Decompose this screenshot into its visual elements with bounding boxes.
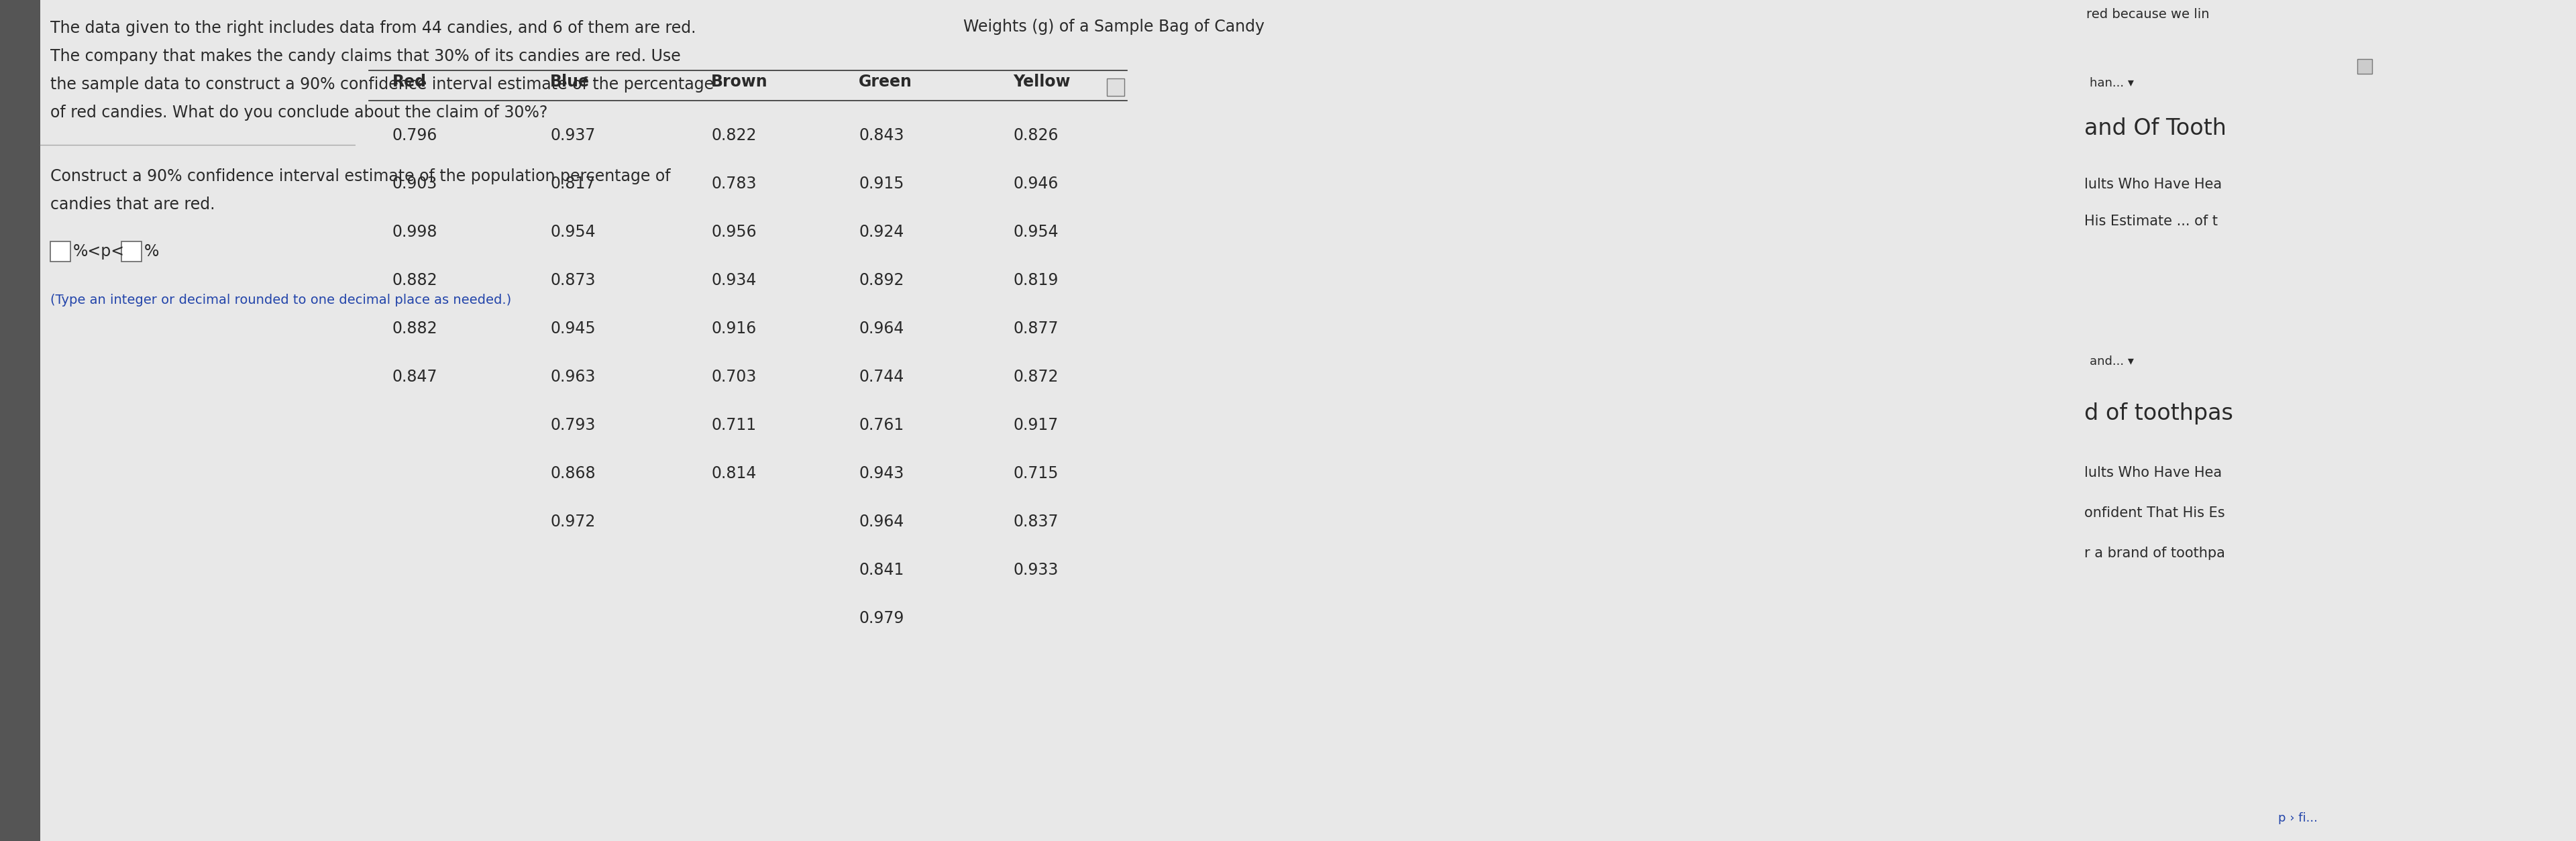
Text: lults Who Have Hea: lults Who Have Hea <box>2084 177 2223 191</box>
Text: 0.954: 0.954 <box>551 224 595 240</box>
Text: 0.817: 0.817 <box>551 176 595 192</box>
Text: Yellow: Yellow <box>1012 74 1069 90</box>
Text: 0.964: 0.964 <box>858 514 904 530</box>
Bar <box>2357 59 2372 74</box>
Text: 0.954: 0.954 <box>1012 224 1059 240</box>
Text: 0.814: 0.814 <box>711 465 757 482</box>
Text: %<p<: %<p< <box>72 243 124 260</box>
Text: 0.711: 0.711 <box>711 417 757 433</box>
Text: 0.826: 0.826 <box>1012 128 1059 144</box>
Text: The company that makes the candy claims that 30% of its candies are red. Use: The company that makes the candy claims … <box>52 48 680 65</box>
Text: 0.979: 0.979 <box>858 611 904 627</box>
Text: 0.945: 0.945 <box>551 320 595 336</box>
Text: 0.903: 0.903 <box>392 176 438 192</box>
Bar <box>52 241 70 262</box>
Text: and Of Tooth: and Of Tooth <box>2084 118 2226 140</box>
Text: Green: Green <box>858 74 912 90</box>
Text: 0.703: 0.703 <box>711 369 757 385</box>
Text: Weights (g) of a Sample Bag of Candy: Weights (g) of a Sample Bag of Candy <box>963 19 1265 34</box>
Text: 0.868: 0.868 <box>551 465 595 482</box>
Text: 0.972: 0.972 <box>551 514 595 530</box>
Text: The data given to the right includes data from 44 candies, and 6 of them are red: The data given to the right includes dat… <box>52 20 696 36</box>
Text: (Type an integer or decimal rounded to one decimal place as needed.): (Type an integer or decimal rounded to o… <box>52 294 513 306</box>
Text: %: % <box>144 243 160 260</box>
Text: 0.877: 0.877 <box>1012 320 1059 336</box>
Text: lults Who Have Hea: lults Who Have Hea <box>2084 466 2223 479</box>
Text: 0.822: 0.822 <box>711 128 757 144</box>
Text: 0.882: 0.882 <box>392 320 438 336</box>
Text: 0.937: 0.937 <box>551 128 595 144</box>
Bar <box>0 0 41 841</box>
Text: onfident That His Es: onfident That His Es <box>2084 506 2226 520</box>
Text: 0.715: 0.715 <box>1012 465 1059 482</box>
Text: d of toothpas: d of toothpas <box>2084 402 2233 425</box>
Text: 0.761: 0.761 <box>858 417 904 433</box>
Text: 0.934: 0.934 <box>711 272 757 288</box>
Text: 0.964: 0.964 <box>858 320 904 336</box>
Text: 0.933: 0.933 <box>1012 562 1059 578</box>
Text: p › fi...: p › fi... <box>2277 812 2318 824</box>
Text: His Estimate ... of t: His Estimate ... of t <box>2084 214 2218 228</box>
Text: 0.843: 0.843 <box>858 128 904 144</box>
Text: candies that are red.: candies that are red. <box>52 197 214 213</box>
Text: 0.841: 0.841 <box>858 562 904 578</box>
Text: Brown: Brown <box>711 74 768 90</box>
Text: 0.873: 0.873 <box>551 272 595 288</box>
Text: 0.872: 0.872 <box>1012 369 1059 385</box>
Text: 0.917: 0.917 <box>1012 417 1059 433</box>
Bar <box>1108 78 1123 96</box>
Text: Blue: Blue <box>551 74 590 90</box>
Text: 0.793: 0.793 <box>551 417 595 433</box>
Text: Red: Red <box>392 74 428 90</box>
Text: of red candies. What do you conclude about the claim of 30%?: of red candies. What do you conclude abo… <box>52 104 549 121</box>
Text: 0.882: 0.882 <box>392 272 438 288</box>
Text: 0.915: 0.915 <box>858 176 904 192</box>
Text: red because we lin: red because we lin <box>2087 8 2210 21</box>
Text: 0.916: 0.916 <box>711 320 757 336</box>
Text: the sample data to construct a 90% confidence interval estimate of the percentag: the sample data to construct a 90% confi… <box>52 77 714 93</box>
Text: and... ▾: and... ▾ <box>2089 356 2133 368</box>
Text: 0.783: 0.783 <box>711 176 757 192</box>
Text: 0.946: 0.946 <box>1012 176 1059 192</box>
Text: 0.963: 0.963 <box>551 369 595 385</box>
Bar <box>121 241 142 262</box>
Text: han... ▾: han... ▾ <box>2089 77 2133 89</box>
Text: 0.998: 0.998 <box>392 224 438 240</box>
Text: 0.892: 0.892 <box>858 272 904 288</box>
Text: 0.924: 0.924 <box>858 224 904 240</box>
Text: 0.837: 0.837 <box>1012 514 1059 530</box>
Text: Construct a 90% confidence interval estimate of the population percentage of: Construct a 90% confidence interval esti… <box>52 168 670 184</box>
Text: 0.819: 0.819 <box>1012 272 1059 288</box>
Text: 0.956: 0.956 <box>711 224 757 240</box>
Text: r a brand of toothpa: r a brand of toothpa <box>2084 547 2226 560</box>
Text: 0.796: 0.796 <box>392 128 438 144</box>
Text: 0.943: 0.943 <box>858 465 904 482</box>
Text: 0.847: 0.847 <box>392 369 438 385</box>
Text: 0.744: 0.744 <box>858 369 904 385</box>
